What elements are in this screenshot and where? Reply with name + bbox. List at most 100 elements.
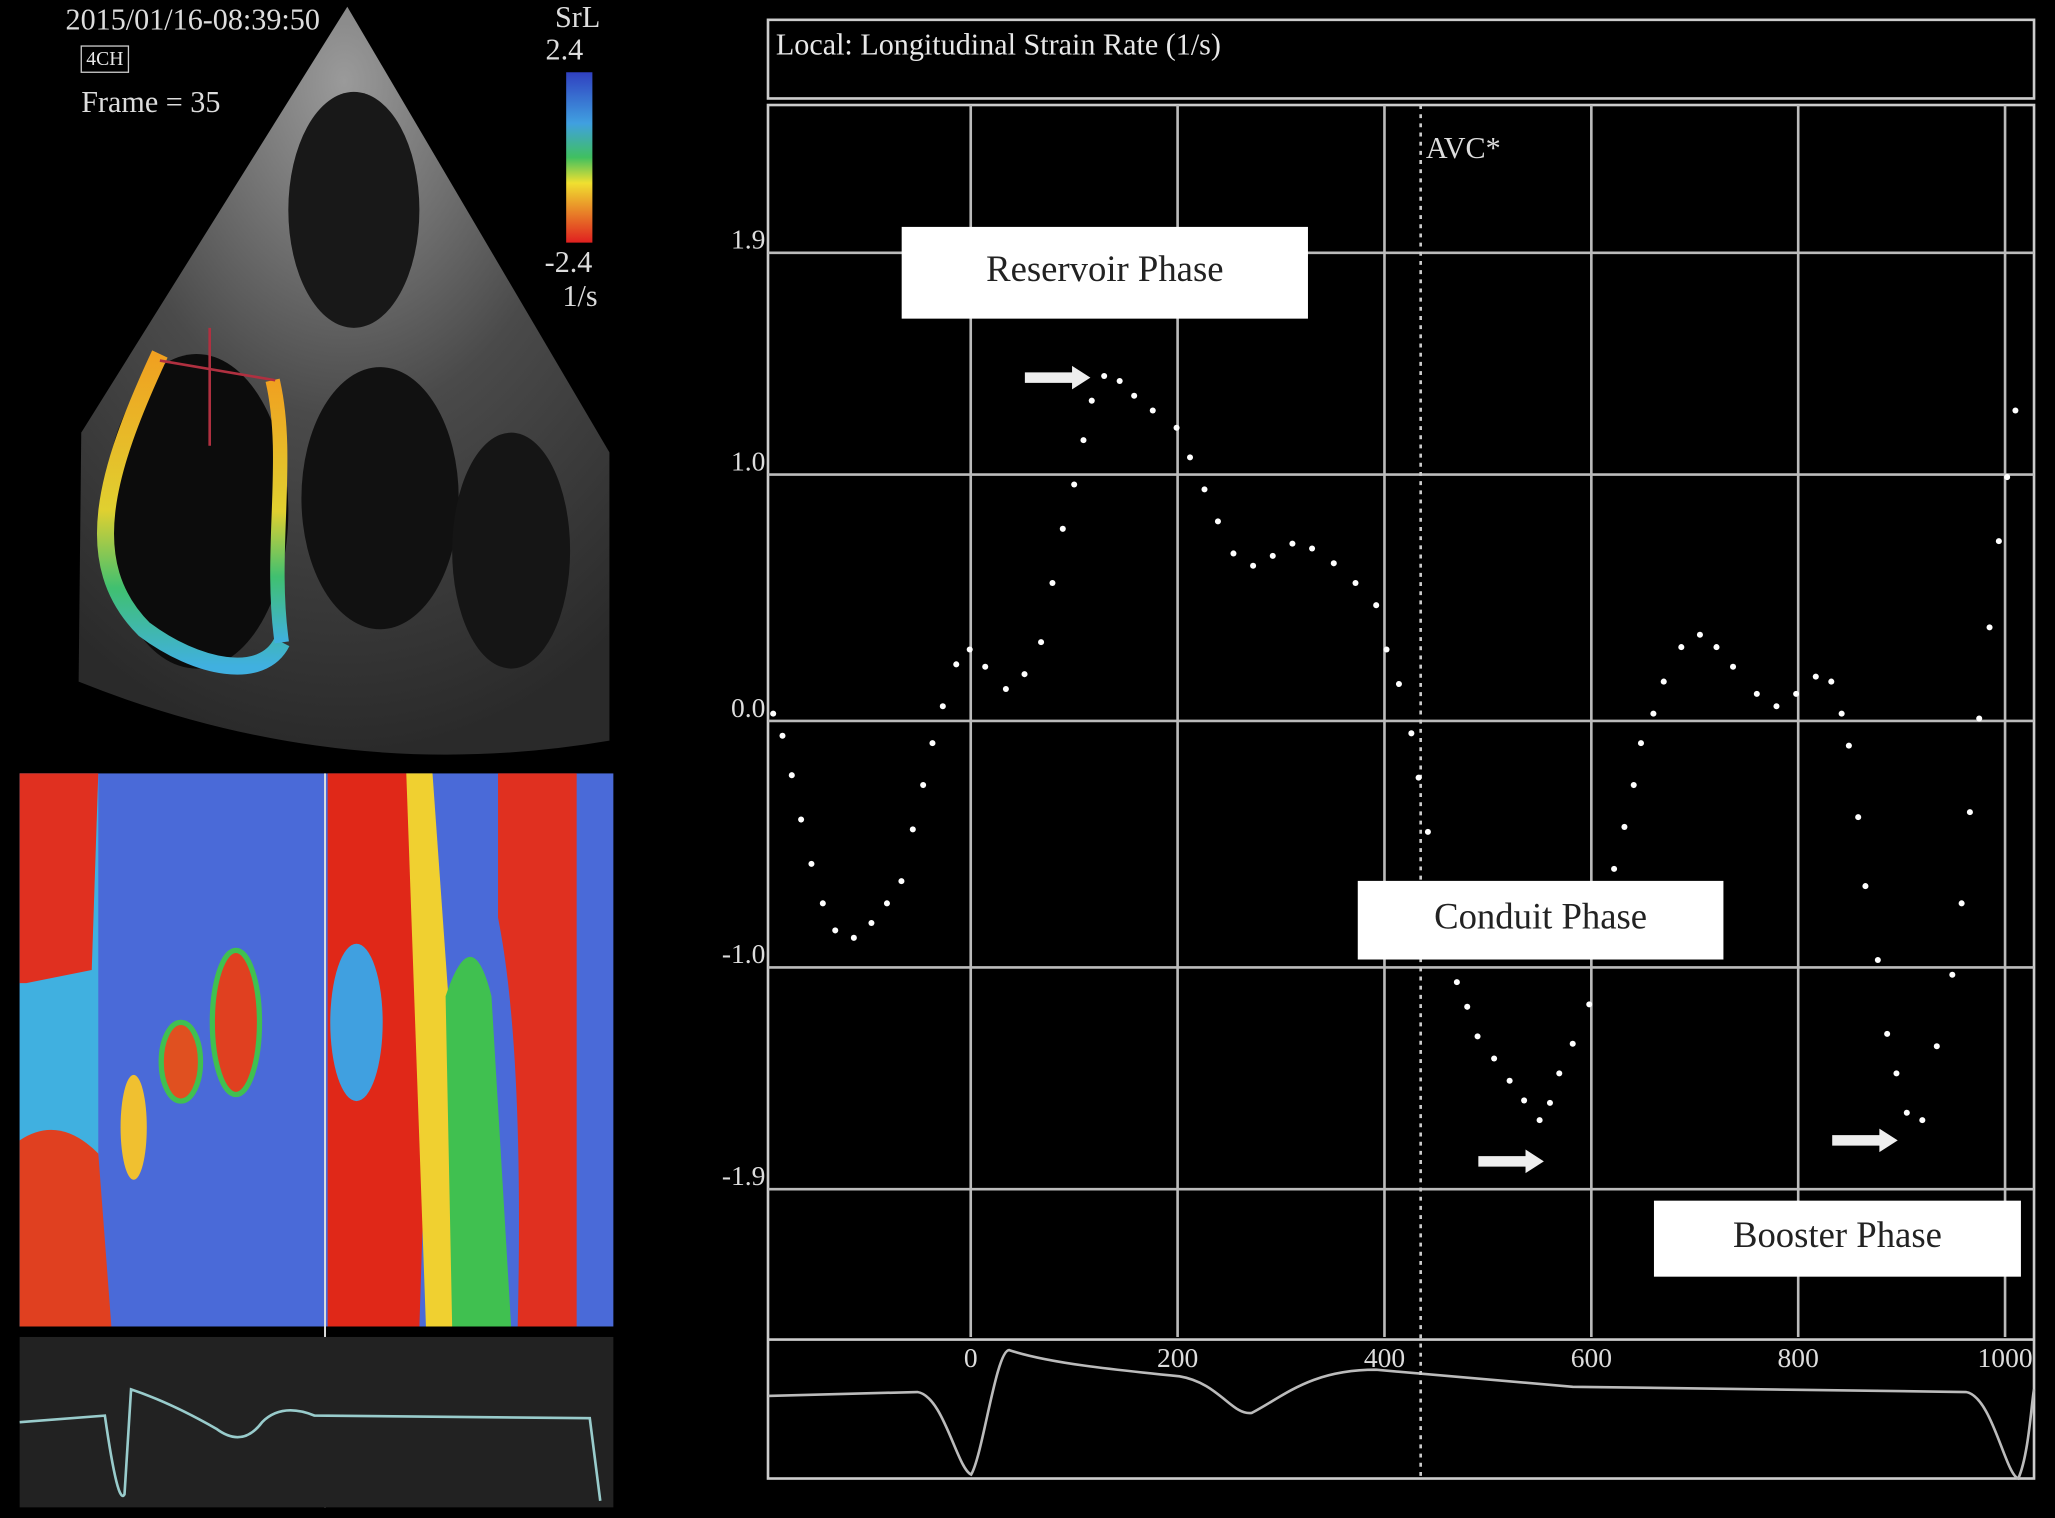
data-point — [1855, 814, 1862, 821]
x-tick-label: 0 — [964, 1342, 978, 1373]
data-point — [1986, 624, 1993, 631]
x-tick-label: 1000 — [1978, 1342, 2033, 1373]
data-point — [939, 703, 946, 710]
data-point — [832, 927, 839, 934]
data-point — [779, 732, 786, 739]
data-point — [1352, 580, 1359, 587]
data-point — [1131, 392, 1138, 399]
annotation-box — [901, 226, 1308, 319]
y-tick-label: -1.9 — [722, 1160, 766, 1191]
data-point — [1874, 956, 1881, 964]
data-point — [1621, 823, 1628, 830]
data-point — [1038, 639, 1045, 646]
data-point — [1933, 1043, 1940, 1050]
y-tick-label: 1.9 — [731, 224, 765, 255]
data-point — [1424, 828, 1431, 835]
data-point — [1230, 550, 1237, 557]
data-point — [1149, 407, 1156, 414]
echo-chamber — [301, 367, 459, 630]
mmode-band — [498, 773, 577, 1327]
ecg-trace — [767, 1348, 2036, 1481]
data-point — [1250, 562, 1257, 569]
data-point — [966, 646, 973, 653]
mmode-band — [19, 1129, 112, 1327]
data-point — [2004, 474, 2011, 481]
annotation: Conduit Phase — [1434, 896, 1647, 937]
x-tick-label: 800 — [1778, 1342, 1819, 1373]
color-bar — [566, 72, 593, 243]
strain-overlay — [97, 350, 290, 675]
data-point — [808, 860, 815, 867]
data-point — [1330, 560, 1337, 567]
data-point — [1101, 373, 1108, 380]
x-tick-label: 400 — [1364, 1342, 1405, 1373]
y-tick-label: 1.0 — [731, 445, 765, 476]
data-point — [1812, 673, 1819, 680]
data-point — [798, 816, 805, 823]
data-point — [953, 661, 960, 668]
arrow — [1478, 1149, 1544, 1174]
data-point — [1793, 690, 1800, 697]
data-point — [1049, 580, 1056, 587]
data-point — [1173, 424, 1180, 431]
x-tick-label: 200 — [1157, 1342, 1198, 1373]
color-bar-title: SrL — [555, 0, 600, 34]
y-tick-label: 0.0 — [731, 692, 765, 723]
data-point — [1838, 710, 1845, 717]
cursor-line — [159, 359, 276, 382]
data-point — [898, 878, 905, 885]
data-point — [1919, 1117, 1926, 1124]
data-point — [1713, 644, 1720, 651]
avc-label: AVC* — [1426, 131, 1501, 165]
data-point — [909, 826, 916, 833]
color-bar-unit: 1/s — [562, 279, 597, 313]
data-point — [1116, 377, 1123, 384]
data-point — [1556, 1070, 1563, 1077]
data-point — [1696, 631, 1703, 638]
data-point — [929, 740, 936, 747]
arrow — [1024, 365, 1091, 390]
plot: 1.9 1.0 0.0 -1.0 -1.9 0 200 400 600 800 1000 AVC* Re… — [722, 105, 2035, 1479]
data-point — [920, 782, 927, 789]
annotation: Reservoir Phase — [986, 248, 1223, 289]
data-point — [1966, 809, 1973, 816]
data-point — [1506, 1077, 1513, 1084]
data-point — [1491, 1055, 1498, 1062]
mmode-band — [19, 773, 99, 984]
y-tick-label: -1.0 — [722, 938, 766, 969]
data-point — [1650, 710, 1657, 717]
chart-title: Local: Longitudinal Strain Rate (1/s) — [776, 27, 1221, 61]
annotation-box — [1653, 1200, 2021, 1277]
data-point — [1021, 671, 1028, 678]
view-box — [80, 45, 130, 73]
data-point — [1536, 1117, 1543, 1124]
data-point — [1309, 545, 1316, 552]
ecg-trace — [19, 1387, 602, 1501]
data-point — [1088, 397, 1095, 404]
data-point — [1521, 1097, 1528, 1104]
annotation: Booster Phase — [1733, 1214, 1942, 1255]
data-point — [1289, 540, 1296, 547]
mmode-blob — [120, 1074, 147, 1180]
ecg-strip — [19, 1336, 614, 1508]
data-point — [1753, 690, 1760, 697]
data-point — [868, 920, 875, 927]
data-point — [1637, 740, 1644, 747]
data-point — [1474, 1033, 1481, 1040]
data-point — [1958, 900, 1965, 907]
data-point — [1415, 774, 1422, 781]
data-point — [1630, 782, 1637, 789]
data-point — [1453, 979, 1460, 986]
data-point — [1660, 678, 1667, 685]
data-point — [1611, 865, 1618, 872]
data-point — [788, 772, 795, 779]
data-point — [1949, 971, 1956, 978]
data-point — [1269, 552, 1276, 559]
data-point — [1546, 1099, 1553, 1106]
data-point — [1395, 681, 1402, 688]
data-point — [1569, 1040, 1576, 1047]
view-label: 4CH — [86, 48, 123, 70]
data-point — [1383, 646, 1390, 653]
annotation-box — [1357, 880, 1724, 960]
